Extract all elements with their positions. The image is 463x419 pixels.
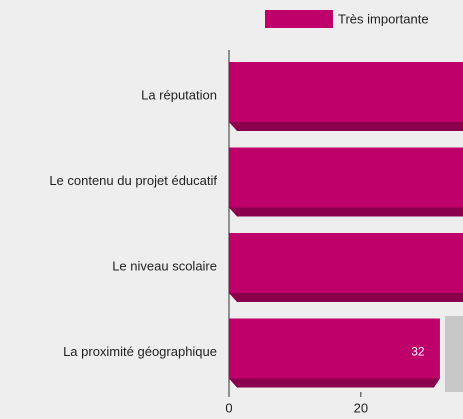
x-tick-label: 20 <box>354 400 368 415</box>
y-tick-label: La réputation <box>141 87 217 102</box>
data-label: 32 <box>411 345 425 359</box>
bar-shadow <box>229 122 463 131</box>
legend-swatch <box>265 10 333 28</box>
bar-shadow <box>229 207 463 217</box>
y-tick-label: Le niveau scolaire <box>112 258 217 273</box>
bar-shadow <box>229 293 463 302</box>
y-tick-label: La proximité géographique <box>63 344 217 359</box>
y-tick-label: Le contenu du projet éducatif <box>49 173 217 188</box>
backdrop <box>445 316 463 392</box>
legend-label: Très importante <box>338 11 429 26</box>
bar <box>229 147 463 208</box>
bar <box>229 233 463 293</box>
bar <box>229 62 463 122</box>
x-tick-label: 0 <box>225 400 232 415</box>
bar <box>229 318 440 379</box>
bar-shadow <box>229 378 440 388</box>
